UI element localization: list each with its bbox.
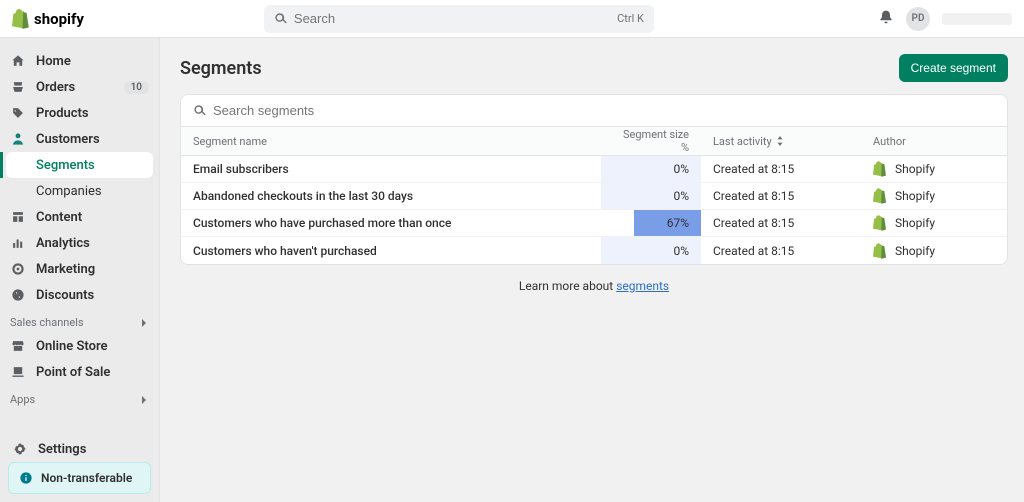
- orders-badge: 10: [124, 81, 149, 94]
- segment-activity: Created at 8:15: [701, 162, 861, 176]
- sales-channels-header[interactable]: Sales channels: [0, 308, 159, 333]
- page-title: Segments: [180, 58, 262, 79]
- segment-activity: Created at 8:15: [701, 216, 861, 230]
- segments-search-input[interactable]: [213, 103, 995, 118]
- table-row[interactable]: Customers who haven't purchased0%Created…: [181, 237, 1007, 264]
- sidebar-item-home[interactable]: Home: [0, 48, 159, 74]
- sidebar-item-online-store[interactable]: Online Store: [0, 333, 159, 359]
- segments-table-card: Segment name Segment size % Last activit…: [180, 94, 1008, 265]
- products-icon: [10, 106, 26, 120]
- sidebar-item-products[interactable]: Products: [0, 100, 159, 126]
- search-shortcut: Ctrl K: [617, 12, 644, 25]
- brand-text: shopify: [34, 10, 84, 28]
- orders-icon: [10, 80, 26, 94]
- th-segment-size[interactable]: Segment size %: [601, 128, 701, 154]
- segment-name: Customers who have purchased more than o…: [181, 216, 601, 230]
- th-last-activity[interactable]: Last activity: [701, 135, 861, 148]
- home-icon: [10, 54, 26, 68]
- segment-size: 0%: [601, 237, 701, 264]
- pos-icon: [10, 365, 26, 379]
- content-icon: [10, 210, 26, 224]
- global-search[interactable]: Ctrl K: [264, 5, 654, 33]
- th-author[interactable]: Author: [861, 135, 1007, 148]
- learn-more: Learn more about segments: [180, 265, 1008, 307]
- chevron-right-icon: [139, 395, 149, 405]
- segment-name: Customers who haven't purchased: [181, 244, 601, 258]
- search-input[interactable]: [294, 11, 617, 26]
- sort-icon: [776, 136, 784, 146]
- shopify-logo[interactable]: shopify: [12, 9, 84, 29]
- store-icon: [10, 339, 26, 353]
- segment-author: Shopify: [861, 215, 1007, 231]
- segment-author: Shopify: [861, 188, 1007, 204]
- sidebar-item-segments[interactable]: Segments: [6, 152, 153, 178]
- marketing-icon: [10, 262, 26, 276]
- analytics-icon: [10, 236, 26, 250]
- search-icon: [193, 104, 207, 118]
- segment-activity: Created at 8:15: [701, 189, 861, 203]
- table-row[interactable]: Abandoned checkouts in the last 30 days0…: [181, 183, 1007, 210]
- table-row[interactable]: Customers who have purchased more than o…: [181, 210, 1007, 237]
- create-segment-button[interactable]: Create segment: [899, 54, 1008, 82]
- segment-author: Shopify: [861, 161, 1007, 177]
- chevron-right-icon: [139, 318, 149, 328]
- learn-more-link[interactable]: segments: [616, 279, 669, 293]
- discounts-icon: [10, 288, 26, 302]
- sidebar-item-settings[interactable]: Settings: [8, 436, 151, 462]
- user-menu[interactable]: [942, 13, 1012, 25]
- sidebar-item-discounts[interactable]: Discounts: [0, 282, 159, 308]
- customers-icon: [10, 132, 26, 146]
- search-icon: [274, 12, 288, 26]
- avatar[interactable]: PD: [906, 7, 930, 31]
- segment-activity: Created at 8:15: [701, 244, 861, 258]
- sidebar-item-analytics[interactable]: Analytics: [0, 230, 159, 256]
- sidebar-item-customers[interactable]: Customers: [0, 126, 159, 152]
- segment-name: Email subscribers: [181, 162, 601, 176]
- notifications-icon[interactable]: [878, 9, 894, 29]
- segment-author: Shopify: [861, 243, 1007, 259]
- segment-size: 0%: [601, 156, 701, 182]
- th-segment-name[interactable]: Segment name: [181, 135, 601, 148]
- segment-size: 67%: [601, 210, 701, 236]
- segment-size: 0%: [601, 183, 701, 209]
- segment-name: Abandoned checkouts in the last 30 days: [181, 189, 601, 203]
- sidebar-item-orders[interactable]: Orders 10: [0, 74, 159, 100]
- apps-header[interactable]: Apps: [0, 385, 159, 410]
- info-icon: [19, 471, 33, 485]
- sidebar-item-content[interactable]: Content: [0, 204, 159, 230]
- gear-icon: [12, 442, 28, 456]
- table-row[interactable]: Email subscribers0%Created at 8:15Shopif…: [181, 156, 1007, 183]
- non-transferable-banner[interactable]: Non-transferable: [8, 462, 151, 494]
- sidebar-item-companies[interactable]: Companies: [0, 178, 159, 204]
- sidebar-item-marketing[interactable]: Marketing: [0, 256, 159, 282]
- sidebar-item-pos[interactable]: Point of Sale: [0, 359, 159, 385]
